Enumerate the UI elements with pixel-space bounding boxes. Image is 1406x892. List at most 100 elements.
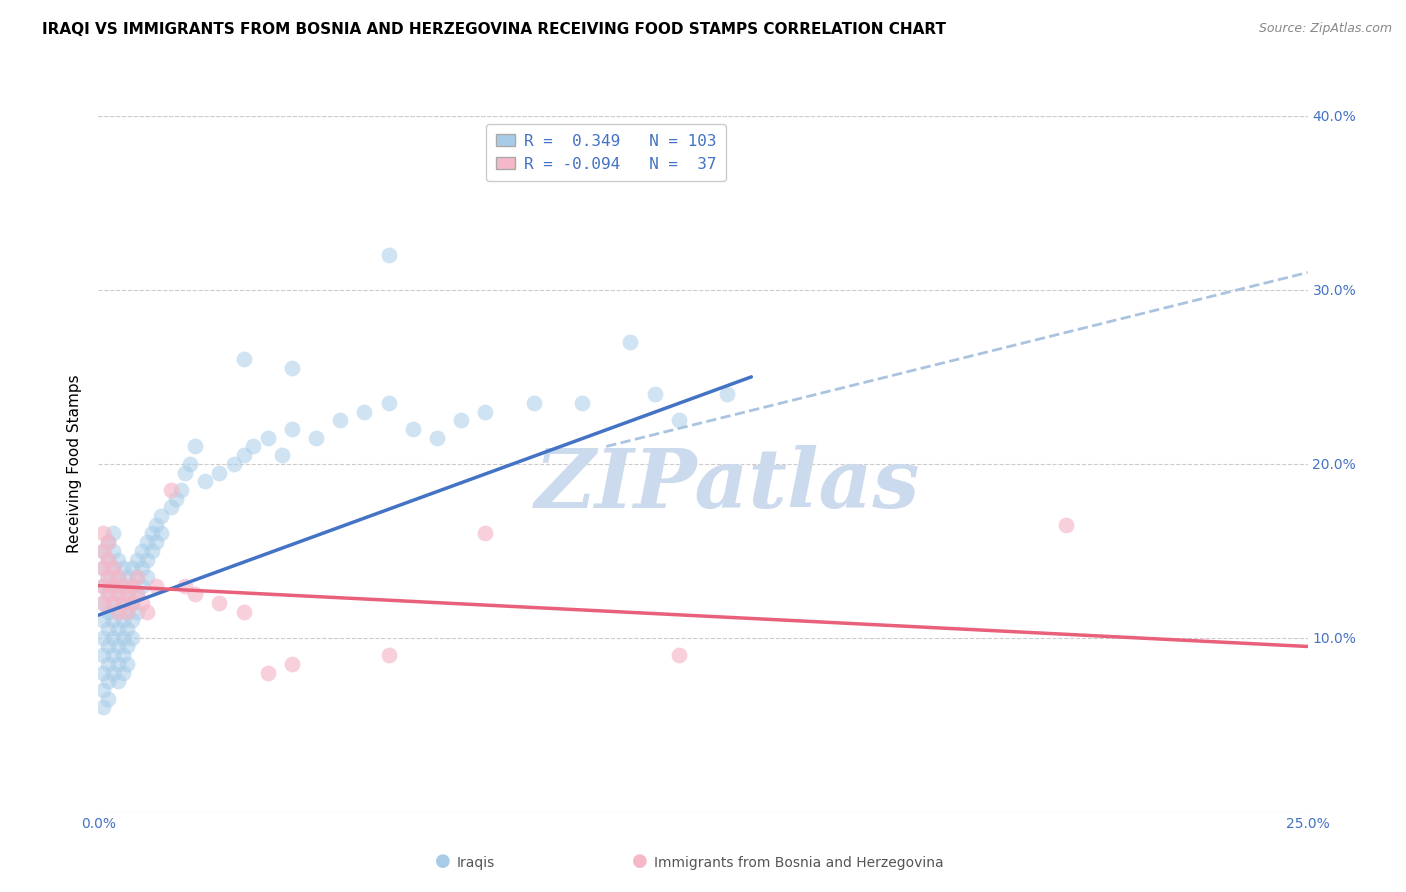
Point bbox=[111, 631, 134, 645]
Point bbox=[169, 483, 191, 497]
Point bbox=[127, 587, 149, 601]
Point bbox=[281, 422, 304, 436]
Point bbox=[97, 640, 120, 654]
Point bbox=[160, 500, 183, 515]
Point bbox=[242, 440, 264, 454]
Point bbox=[91, 543, 114, 558]
Point bbox=[111, 578, 134, 592]
Point bbox=[91, 596, 114, 610]
Point bbox=[111, 648, 134, 662]
Point bbox=[450, 413, 472, 427]
Point bbox=[97, 587, 120, 601]
Point bbox=[121, 578, 143, 592]
Point bbox=[117, 570, 139, 584]
Point bbox=[131, 578, 153, 592]
Point bbox=[101, 561, 124, 575]
Point bbox=[281, 361, 304, 376]
Point bbox=[107, 552, 129, 566]
Point bbox=[174, 578, 197, 592]
Point bbox=[474, 405, 496, 419]
Point bbox=[97, 570, 120, 584]
Text: Source: ZipAtlas.com: Source: ZipAtlas.com bbox=[1258, 22, 1392, 36]
Point bbox=[232, 448, 254, 462]
Point bbox=[141, 526, 163, 541]
Point bbox=[97, 622, 120, 636]
Point bbox=[107, 570, 129, 584]
Text: ZIPatlas: ZIPatlas bbox=[534, 445, 920, 524]
Point bbox=[145, 517, 167, 532]
Point bbox=[97, 552, 120, 566]
Point bbox=[91, 683, 114, 698]
Point bbox=[271, 448, 294, 462]
Point bbox=[329, 413, 352, 427]
Point bbox=[101, 665, 124, 680]
Point bbox=[523, 396, 546, 410]
Point bbox=[91, 578, 114, 592]
Point bbox=[107, 605, 129, 619]
Point bbox=[117, 587, 139, 601]
Point bbox=[208, 596, 231, 610]
Legend: R =  0.349   N = 103, R = -0.094   N =  37: R = 0.349 N = 103, R = -0.094 N = 37 bbox=[486, 124, 727, 181]
Point bbox=[377, 248, 399, 262]
Point bbox=[377, 648, 399, 662]
Point bbox=[668, 648, 690, 662]
Point bbox=[107, 640, 129, 654]
Point bbox=[256, 665, 278, 680]
Point bbox=[716, 387, 738, 401]
Point bbox=[117, 605, 139, 619]
Point bbox=[117, 622, 139, 636]
Point bbox=[91, 700, 114, 714]
Point bbox=[174, 466, 197, 480]
Point bbox=[281, 657, 304, 671]
Point bbox=[97, 587, 120, 601]
Point bbox=[111, 596, 134, 610]
Point bbox=[121, 614, 143, 628]
Text: IRAQI VS IMMIGRANTS FROM BOSNIA AND HERZEGOVINA RECEIVING FOOD STAMPS CORRELATIO: IRAQI VS IMMIGRANTS FROM BOSNIA AND HERZ… bbox=[42, 22, 946, 37]
Point bbox=[474, 526, 496, 541]
Point bbox=[97, 552, 120, 566]
Point bbox=[101, 631, 124, 645]
Point bbox=[232, 605, 254, 619]
Point bbox=[402, 422, 425, 436]
Point bbox=[101, 614, 124, 628]
Point bbox=[184, 440, 207, 454]
Point bbox=[97, 570, 120, 584]
Point bbox=[377, 396, 399, 410]
Point bbox=[101, 648, 124, 662]
Point bbox=[222, 457, 245, 471]
Point bbox=[141, 543, 163, 558]
Point bbox=[135, 535, 157, 549]
Point bbox=[127, 570, 149, 584]
Point bbox=[107, 657, 129, 671]
Point bbox=[101, 543, 124, 558]
Point bbox=[101, 578, 124, 592]
Point bbox=[644, 387, 666, 401]
Point bbox=[127, 605, 149, 619]
Point bbox=[91, 665, 114, 680]
Point bbox=[131, 561, 153, 575]
Point bbox=[97, 674, 120, 689]
Point bbox=[135, 552, 157, 566]
Point bbox=[91, 631, 114, 645]
Point bbox=[97, 691, 120, 706]
Point bbox=[91, 526, 114, 541]
Point bbox=[111, 578, 134, 592]
Point bbox=[91, 543, 114, 558]
Point bbox=[91, 578, 114, 592]
Point bbox=[101, 596, 124, 610]
Point bbox=[107, 570, 129, 584]
Point bbox=[121, 578, 143, 592]
Point bbox=[107, 605, 129, 619]
Point bbox=[97, 535, 120, 549]
Point bbox=[111, 561, 134, 575]
Point bbox=[135, 605, 157, 619]
Point bbox=[91, 648, 114, 662]
Point bbox=[353, 405, 375, 419]
Point bbox=[101, 578, 124, 592]
Point bbox=[619, 334, 641, 349]
Point bbox=[91, 561, 114, 575]
Point bbox=[101, 561, 124, 575]
Point bbox=[184, 587, 207, 601]
Point bbox=[1054, 517, 1077, 532]
Point bbox=[101, 526, 124, 541]
